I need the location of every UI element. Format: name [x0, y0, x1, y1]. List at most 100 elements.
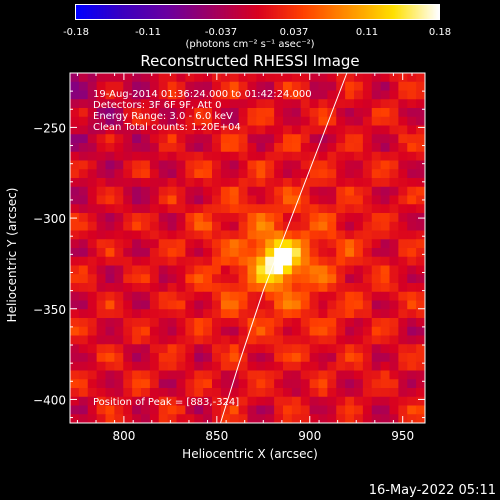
heatmap-cell [220, 151, 231, 161]
plot-frame [69, 72, 426, 424]
heatmap-cell [185, 300, 195, 310]
heatmap-cell [185, 125, 195, 135]
heatmap-cell [185, 108, 195, 118]
heatmap-cell [194, 73, 204, 83]
heatmap-cell [141, 186, 151, 196]
heatmap-cell [238, 73, 248, 83]
heatmap-cell [158, 151, 169, 161]
info-energy-range: Energy Range: 3.0 - 6.0 keV [93, 111, 233, 122]
heatmap-cell [354, 204, 364, 214]
heatmap-cell [407, 335, 417, 345]
heatmap-cell [194, 405, 204, 415]
heatmap-cell [203, 239, 213, 249]
heatmap-cell [274, 256, 284, 266]
heatmap-cell [283, 414, 293, 424]
heatmap-cell [114, 73, 124, 83]
heatmap-cell [105, 221, 115, 231]
heatmap-cell [336, 388, 346, 398]
heatmap-cell [229, 160, 240, 170]
heatmap-cell [416, 274, 426, 284]
heatmap-cell [380, 335, 390, 345]
heatmap-cell [309, 134, 319, 144]
heatmap-cell [141, 213, 151, 223]
heatmap-cell [185, 221, 195, 231]
heatmap-cell [70, 283, 80, 293]
heatmap-cell [158, 388, 169, 398]
heatmap-cell [398, 361, 408, 371]
heatmap-cell [389, 300, 399, 310]
heatmap-cell [265, 291, 275, 301]
heatmap-cell [96, 265, 106, 275]
heatmap-cell [158, 99, 169, 109]
heatmap-cell [371, 143, 382, 153]
heatmap-cell [371, 125, 382, 135]
heatmap-cell [141, 116, 151, 126]
chart-title: Reconstructed RHESSI Image [140, 52, 360, 70]
heatmap-cell [380, 213, 390, 223]
heatmap-cell [380, 239, 390, 249]
heatmap-cell [238, 414, 248, 424]
heatmap-cell [247, 335, 257, 345]
heatmap-cell [212, 178, 222, 188]
heatmap-cell [300, 178, 311, 188]
heatmap-cell [256, 81, 266, 91]
heatmap-cell [327, 405, 337, 415]
heatmap-cell [398, 405, 408, 415]
heatmap-cell [416, 396, 426, 406]
heatmap-cell [371, 361, 382, 371]
heatmap-cell [185, 335, 195, 345]
heatmap-cell [220, 379, 231, 389]
heatmap-cell [327, 178, 337, 188]
heatmap-cell [185, 361, 195, 371]
heatmap-cell [203, 204, 213, 214]
heatmap-cell [407, 116, 417, 126]
heatmap-cell [416, 353, 426, 363]
heatmap-cell [176, 125, 186, 135]
heatmap-cell [132, 239, 142, 249]
heatmap-cell [132, 248, 142, 258]
heatmap-cell [70, 396, 80, 406]
heatmap-cell [141, 160, 151, 170]
heatmap-cell [256, 143, 266, 153]
heatmap-cell [114, 116, 124, 126]
heatmap-cell [256, 134, 266, 144]
heatmap-cell [70, 248, 80, 258]
heatmap-cell [362, 160, 373, 170]
heatmap-cell [265, 335, 275, 345]
heatmap-cell [398, 99, 408, 109]
heatmap-cell [78, 186, 89, 196]
heatmap-cell [176, 265, 186, 275]
heatmap-cell [229, 204, 240, 214]
heatmap-cell [345, 405, 355, 415]
heatmap-cell [229, 300, 240, 310]
heatmap-cell [141, 221, 151, 231]
heatmap-cell [416, 256, 426, 266]
heatmap-cell [212, 108, 222, 118]
heatmap-cell [123, 309, 133, 319]
heatmap-cell [389, 239, 399, 249]
heatmap-cell [345, 388, 355, 398]
heatmap-cell [345, 309, 355, 319]
heatmap-cell [167, 370, 177, 380]
heatmap-cell [176, 256, 186, 266]
heatmap-cell [247, 274, 257, 284]
heatmap-cell [229, 353, 240, 363]
heatmap-cell [309, 143, 319, 153]
heatmap-cell [362, 379, 373, 389]
heatmap-cell [70, 239, 80, 249]
heatmap-cell [362, 213, 373, 223]
heatmap-cell [87, 134, 98, 144]
heatmap-cell [238, 125, 248, 135]
heatmap-cell [78, 213, 89, 223]
heatmap-cell [167, 169, 177, 179]
heatmap-cell [309, 256, 319, 266]
heatmap-cell [87, 169, 98, 179]
heatmap-cell [238, 116, 248, 126]
heatmap-cell [158, 186, 169, 196]
heatmap-cell [105, 73, 115, 83]
heatmap-cell [167, 178, 177, 188]
heatmap-cell [203, 388, 213, 398]
colorbar [75, 4, 440, 20]
heatmap-cell [309, 283, 319, 293]
heatmap-cell [194, 169, 204, 179]
